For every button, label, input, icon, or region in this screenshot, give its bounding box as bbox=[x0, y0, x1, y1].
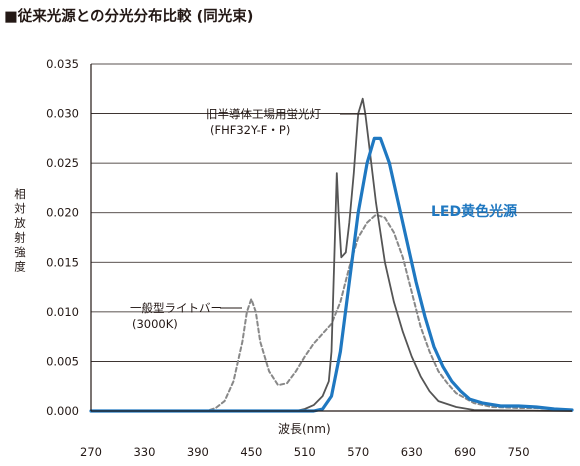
annotation-fluorescent-line2: (FHF32Y-F・P) bbox=[210, 123, 290, 137]
x-tick-label: 630 bbox=[401, 445, 423, 459]
y-axis-label-char: 度 bbox=[14, 260, 26, 274]
x-tick-label: 510 bbox=[294, 445, 316, 459]
x-tick-label: 330 bbox=[133, 445, 155, 459]
x-tick-label: 570 bbox=[347, 445, 369, 459]
y-tick-label: 0.030 bbox=[46, 107, 79, 121]
series-line-2 bbox=[89, 136, 574, 413]
y-tick-label: 0.020 bbox=[46, 206, 79, 220]
x-tick-label: 390 bbox=[187, 445, 209, 459]
x-tick-label: 450 bbox=[240, 445, 262, 459]
y-tick-label: 0.010 bbox=[46, 305, 79, 319]
y-axis-label-char: 対 bbox=[14, 202, 26, 216]
x-tick-label: 690 bbox=[454, 445, 476, 459]
y-axis-label-char: 射 bbox=[14, 231, 26, 245]
x-tick-labels: 270 330 390 450 510 570 630 690 750 bbox=[80, 445, 530, 459]
series-line-0 bbox=[90, 97, 573, 412]
y-tick-labels: 0.000 0.005 0.010 0.015 0.020 0.025 0.030 0.035 bbox=[46, 57, 79, 418]
chart-title: ■従来光源との分光分布比較 (同光束) bbox=[4, 7, 253, 25]
y-tick-label: 0.005 bbox=[46, 354, 79, 368]
series-line-1 bbox=[90, 213, 573, 412]
y-axis-label-char: 放 bbox=[14, 216, 26, 230]
y-tick-label: 0.035 bbox=[46, 57, 79, 71]
y-tick-label: 0.025 bbox=[46, 156, 79, 170]
series-lines bbox=[89, 97, 574, 413]
annotation-lightbar-line2: (3000K) bbox=[132, 317, 178, 331]
x-axis-label: 波長(nm) bbox=[278, 422, 331, 436]
annotation-fluorescent: 旧半導体工場用蛍光灯 (FHF32Y-F・P) bbox=[206, 107, 366, 137]
y-axis-label-char: 相 bbox=[14, 187, 26, 201]
gridlines bbox=[91, 63, 572, 362]
annotation-fluorescent-line1: 旧半導体工場用蛍光灯 bbox=[206, 107, 321, 121]
legend-led: LED黄色光源 bbox=[431, 203, 517, 220]
annotation-lightbar-line1: 一般型ライトバー bbox=[130, 301, 222, 315]
y-axis-label-char: 強 bbox=[14, 245, 26, 259]
x-tick-label: 750 bbox=[508, 445, 530, 459]
y-tick-label: 0.000 bbox=[46, 404, 79, 418]
x-tick-label: 270 bbox=[80, 445, 102, 459]
y-tick-label: 0.015 bbox=[46, 255, 79, 269]
annotation-lightbar: 一般型ライトバー (3000K) bbox=[130, 301, 242, 331]
